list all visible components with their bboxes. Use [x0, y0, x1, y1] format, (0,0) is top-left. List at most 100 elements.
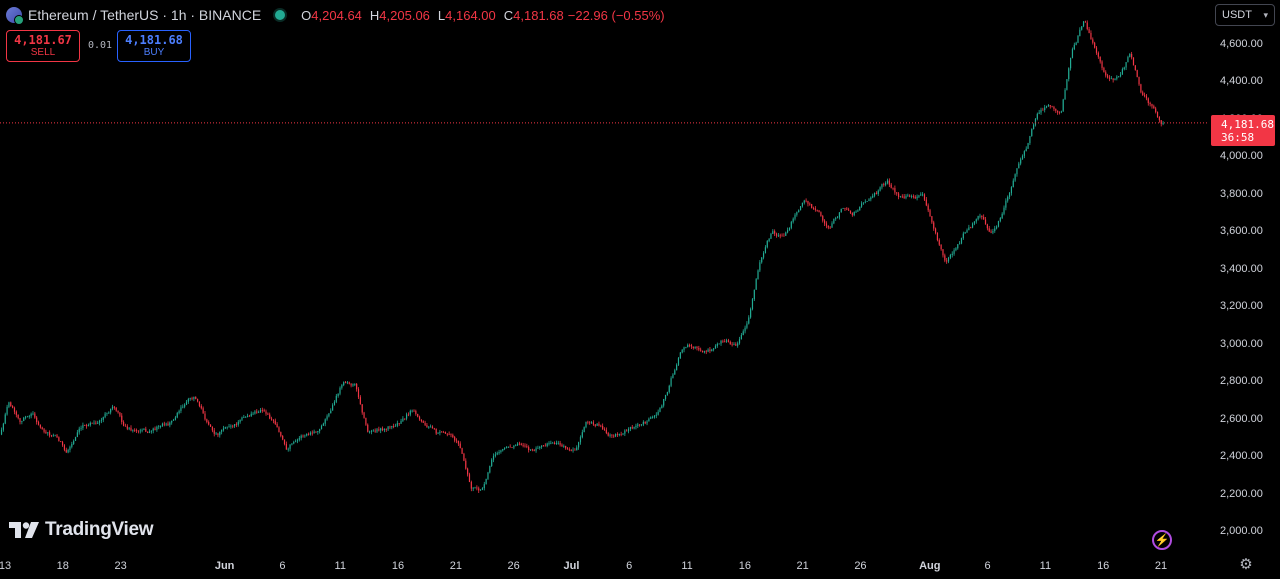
candle-body	[574, 449, 576, 451]
candle-body	[1092, 39, 1094, 43]
candle-body	[1064, 89, 1066, 100]
candle-body	[283, 439, 286, 445]
candle-body	[722, 340, 724, 342]
candle-body	[357, 389, 360, 398]
candle-body	[724, 341, 726, 343]
candle-body	[566, 448, 569, 450]
candle-body	[627, 428, 630, 432]
candle-body	[1099, 56, 1101, 62]
candle-body	[1153, 106, 1155, 109]
candle-body	[844, 208, 846, 209]
candle-body	[84, 425, 86, 426]
candle-body	[1079, 29, 1081, 36]
candle-body	[818, 210, 820, 213]
candle-body	[996, 226, 998, 229]
candle-body	[1049, 105, 1051, 107]
candle-body	[755, 279, 757, 290]
candle-body	[398, 423, 400, 424]
time-tick-label: 26	[507, 560, 520, 572]
candle-body	[426, 425, 428, 428]
candle-body	[600, 425, 602, 427]
candle-body	[931, 216, 933, 223]
candle-body	[539, 446, 541, 448]
live-dot-icon	[275, 10, 286, 20]
candle-body	[622, 433, 624, 435]
candle-body	[178, 410, 180, 414]
candle-body	[259, 410, 262, 413]
candle-body	[838, 212, 841, 218]
candle-body	[731, 344, 733, 346]
candle-body	[866, 201, 868, 202]
candle-body	[1156, 112, 1159, 118]
candle-body	[552, 442, 554, 444]
candle-body	[74, 437, 77, 441]
candle-body	[772, 231, 774, 234]
buy-button[interactable]: 4,181.68 BUY	[117, 30, 191, 62]
candle-body	[1012, 180, 1014, 188]
candle-body	[742, 331, 744, 335]
candle-body	[663, 399, 665, 406]
time-tick-label: 13	[0, 560, 12, 572]
candle-body	[1119, 74, 1122, 77]
candle-body	[180, 407, 182, 411]
candle-body	[542, 445, 545, 447]
lightning-icon[interactable]: ⚡	[1152, 530, 1172, 550]
candle-body	[812, 207, 815, 209]
candle-body	[1097, 52, 1099, 57]
candle-body	[692, 346, 694, 348]
candle-body	[738, 339, 741, 344]
candle-body	[222, 428, 225, 431]
candle-body	[417, 413, 419, 417]
low-label: L	[437, 7, 446, 23]
candle-body	[513, 445, 515, 448]
candle-body	[1005, 200, 1007, 208]
candle-body	[1007, 196, 1009, 201]
candle-body	[63, 445, 66, 450]
candle-body	[45, 431, 47, 434]
candle-body	[320, 425, 323, 430]
symbol-title[interactable]: Ethereum / TetherUS · 1h · BINANCE	[28, 7, 262, 23]
candle-body	[746, 323, 748, 328]
candle-body	[683, 347, 685, 350]
candle-body	[959, 243, 961, 245]
candle-body	[768, 238, 770, 242]
candle-body	[764, 247, 767, 254]
candle-body	[509, 446, 511, 448]
candle-body	[324, 419, 326, 424]
candle-body	[694, 346, 696, 348]
candle-body	[875, 193, 877, 194]
candle-body	[685, 347, 687, 348]
price-tick-label: 3,600.00	[1220, 225, 1263, 237]
candle-body	[1134, 65, 1136, 71]
high-value: 4,205.06	[379, 7, 430, 23]
candle-body	[202, 408, 204, 414]
candle-body	[245, 417, 247, 418]
price-tick-label: 4,000.00	[1220, 150, 1263, 162]
candle-body	[905, 196, 907, 198]
candle-body	[1057, 110, 1059, 113]
candle-body	[553, 442, 556, 445]
candle-body	[885, 183, 887, 185]
gear-icon[interactable]: ⚙	[1239, 556, 1253, 573]
candle-body	[32, 413, 34, 415]
candle-body	[270, 418, 273, 420]
candle-body	[65, 449, 67, 453]
candle-body	[352, 384, 354, 386]
candle-body	[6, 406, 8, 415]
candle-body	[914, 196, 916, 199]
candle-body	[563, 445, 565, 447]
price-tick-label: 4,600.00	[1220, 37, 1263, 50]
candle-body	[378, 429, 380, 431]
candle-body	[415, 410, 417, 414]
candle-body	[946, 260, 948, 262]
sell-button[interactable]: 4,181.67 SELL	[6, 30, 80, 62]
tradingview-watermark[interactable]: TradingView	[9, 519, 154, 541]
candle-body	[328, 413, 330, 417]
candle-body	[725, 340, 728, 342]
currency-select[interactable]: USDT ▾	[1215, 4, 1275, 26]
candle-body	[565, 445, 567, 449]
candle-body	[787, 230, 789, 233]
candle-body	[430, 426, 432, 428]
